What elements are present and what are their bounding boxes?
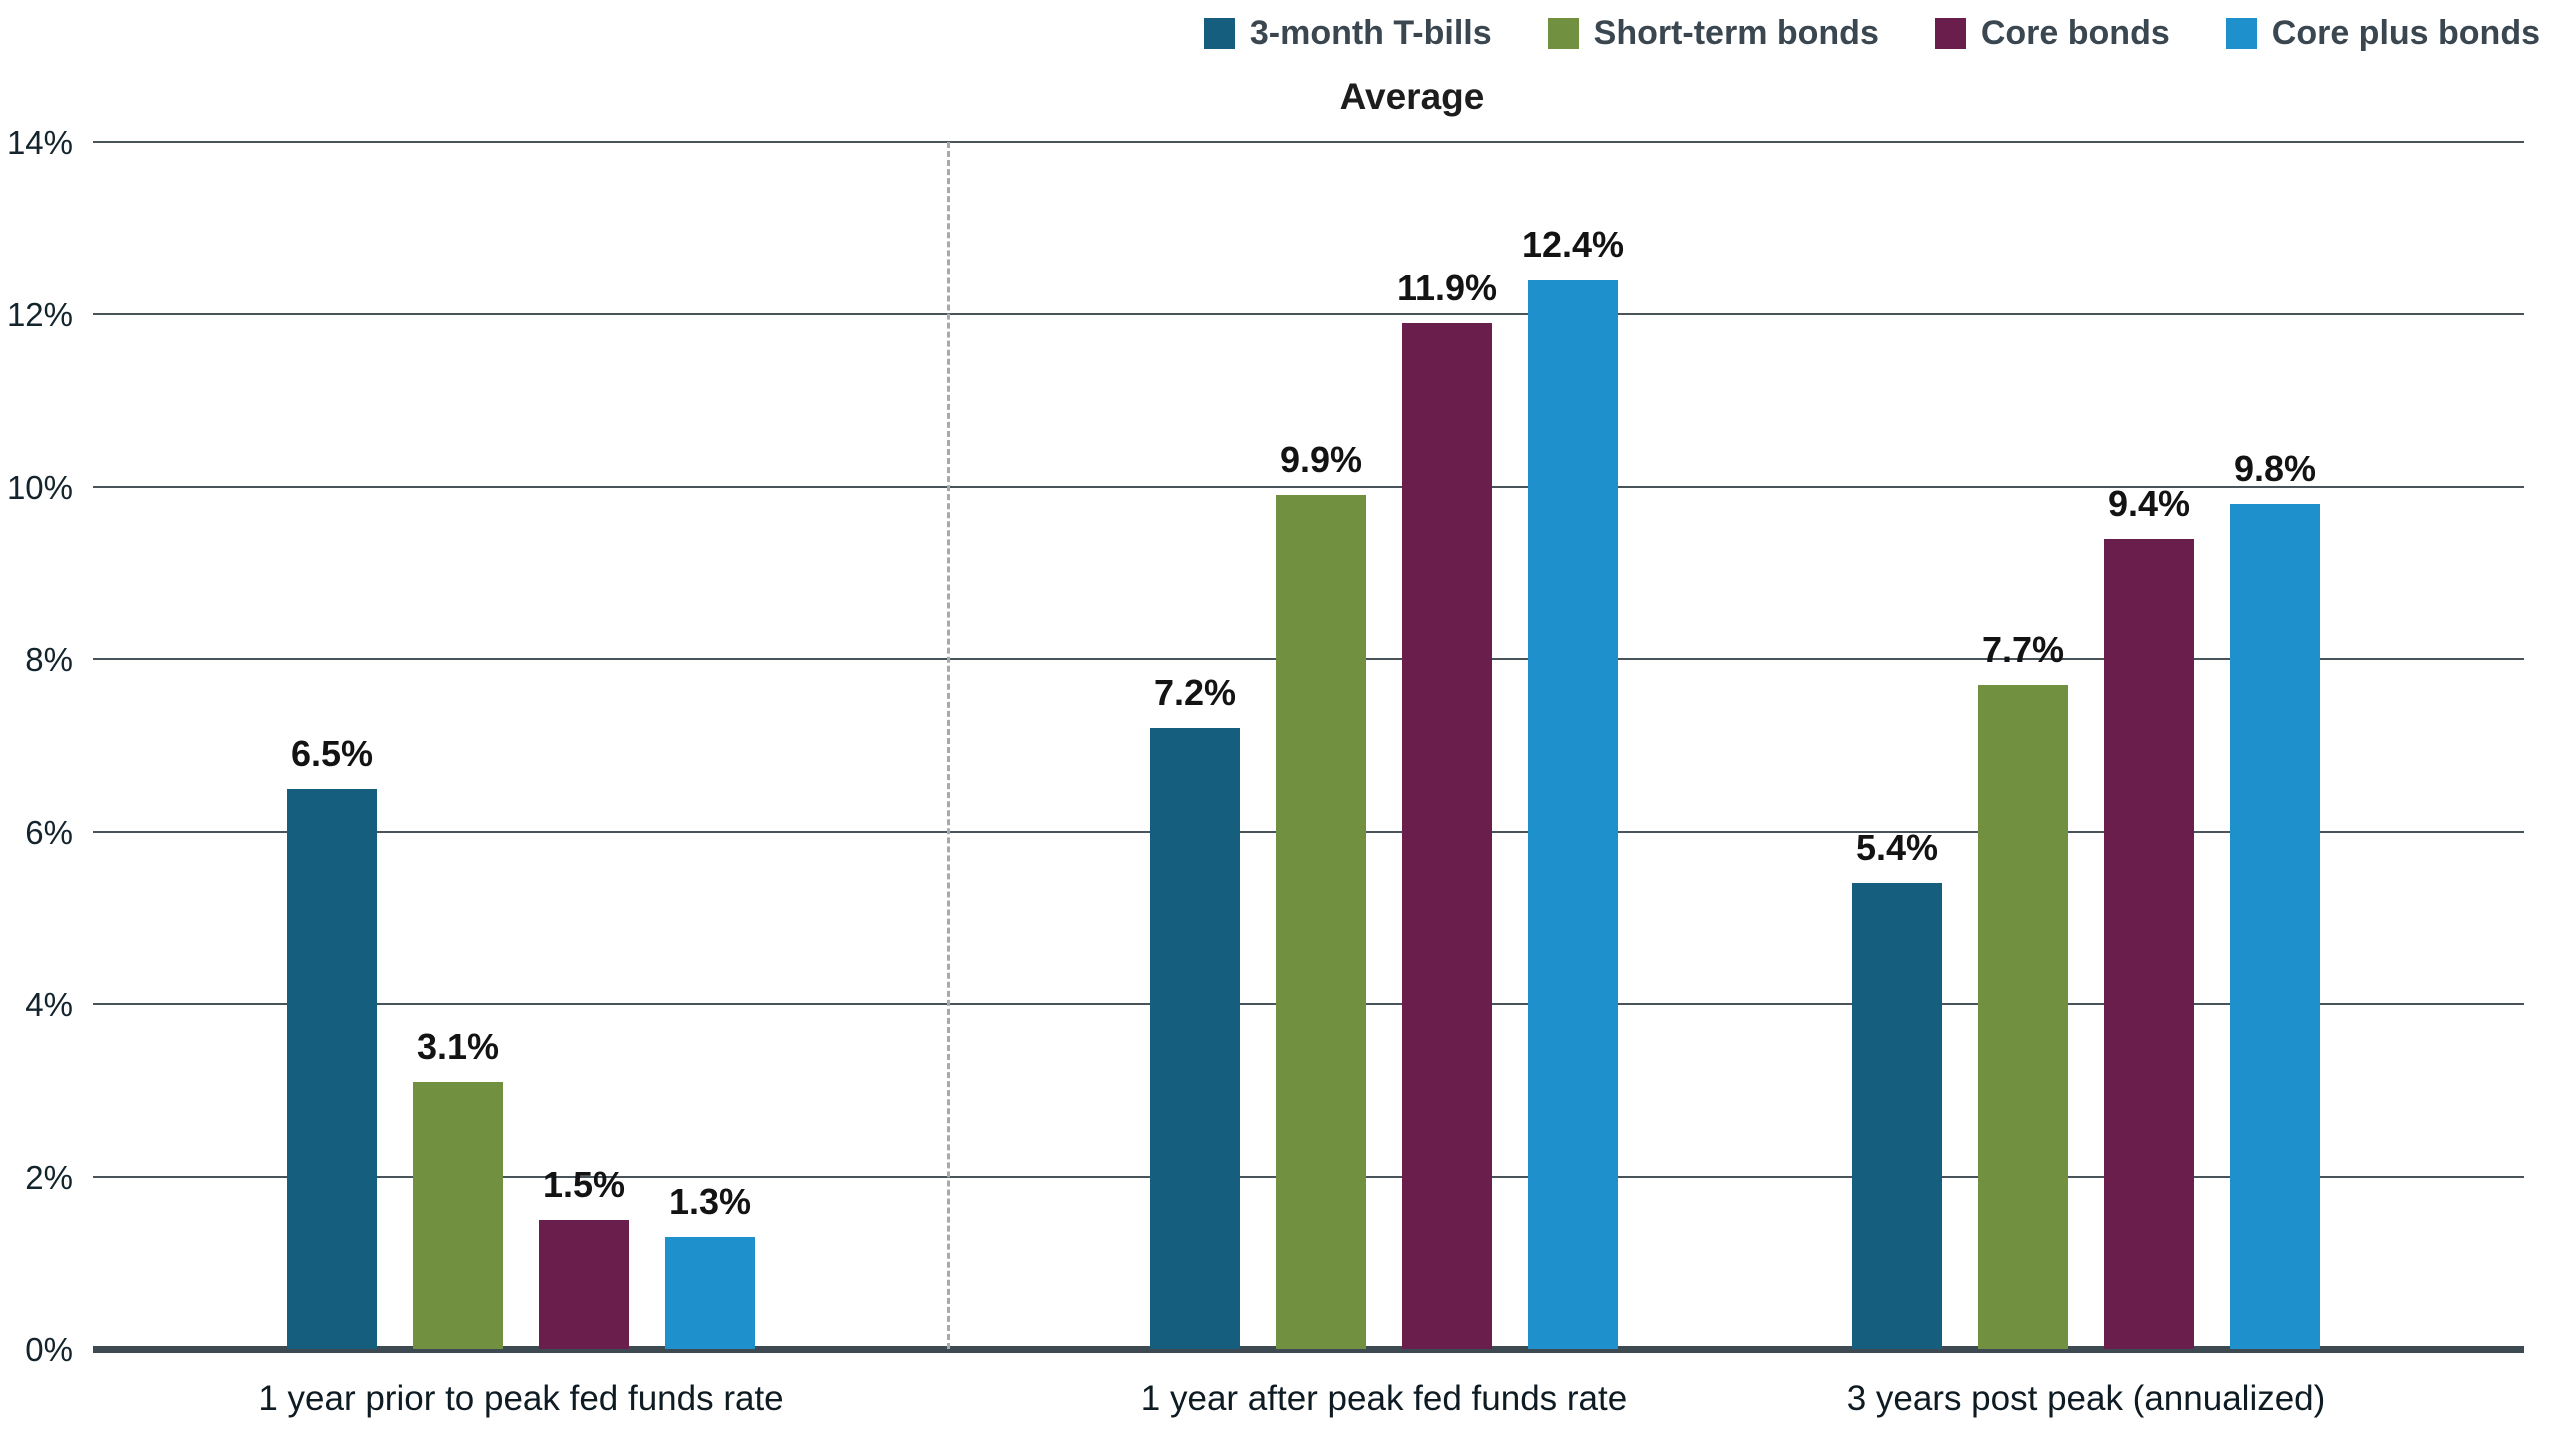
legend-item-1: Short-term bonds <box>1547 14 1879 53</box>
bar-value-label: 7.7% <box>1981 629 2065 671</box>
legend-swatch-icon <box>1547 18 1579 49</box>
gridline <box>93 485 2524 488</box>
y-axis-tick-label: 2% <box>25 1158 73 1196</box>
bar-value-label: 9.4% <box>2107 482 2191 524</box>
bar-value-label: 3.1% <box>416 1025 500 1067</box>
x-axis-category-label: 1 year prior to peak fed funds rate <box>258 1379 784 1418</box>
y-axis-tick-label: 6% <box>25 813 73 851</box>
gridline <box>93 313 2524 316</box>
bar-value-label: 9.8% <box>2233 448 2317 490</box>
gridline <box>93 141 2524 143</box>
bar <box>1150 728 1240 1349</box>
x-axis-category-label: 1 year after peak fed funds rate <box>1140 1379 1628 1418</box>
bar <box>1852 883 1942 1349</box>
bar-value-label: 9.9% <box>1279 439 1363 481</box>
x-axis-line <box>93 1346 2524 1353</box>
legend-item-0: 3-month T-bills <box>1203 14 1492 53</box>
bar <box>1978 685 2068 1349</box>
legend-label: Core bonds <box>1980 14 2170 52</box>
bar-value-label: 6.5% <box>290 732 374 774</box>
legend-item-3: Core plus bonds <box>2225 14 2540 53</box>
bar <box>539 1219 629 1349</box>
bar <box>2230 504 2320 1349</box>
bar <box>1276 495 1366 1349</box>
bar <box>1402 323 1492 1349</box>
y-axis-tick-label: 10% <box>6 468 73 506</box>
legend: 3-month T-bills Short-term bonds Core bond… <box>1203 14 2540 53</box>
bar-value-label: 1.5% <box>542 1163 626 1205</box>
bar-value-label: 11.9% <box>1396 267 1498 309</box>
chart-title: Average <box>1339 76 1485 117</box>
legend-swatch-icon <box>1203 18 1235 49</box>
y-axis-tick-label: 12% <box>6 296 73 334</box>
x-axis-category-label: 3 years post peak (annualized) <box>1846 1379 2326 1418</box>
bar <box>413 1081 503 1349</box>
bar <box>2104 538 2194 1349</box>
y-axis-tick-label: 4% <box>25 986 73 1024</box>
legend-label: 3-month T-bills <box>1249 14 1492 52</box>
bar-value-label: 12.4% <box>1521 223 1625 265</box>
bar-value-label: 1.3% <box>668 1180 752 1222</box>
bar <box>287 788 377 1349</box>
legend-swatch-icon <box>2225 18 2257 49</box>
bar <box>1528 279 1618 1349</box>
bar <box>665 1236 755 1349</box>
legend-label: Short-term bonds <box>1593 14 1879 52</box>
legend-label: Core plus bonds <box>2271 14 2540 52</box>
bar-value-label: 5.4% <box>1855 827 1939 869</box>
legend-item-2: Core bonds <box>1934 14 2170 53</box>
y-axis-tick-label: 14% <box>6 124 73 161</box>
y-axis-tick-label: 8% <box>25 641 73 679</box>
y-axis-tick-label: 0% <box>25 1331 73 1368</box>
bar-value-label: 7.2% <box>1153 672 1237 714</box>
dashed-separator-line <box>947 142 950 1349</box>
legend-swatch-icon <box>1934 18 1966 49</box>
